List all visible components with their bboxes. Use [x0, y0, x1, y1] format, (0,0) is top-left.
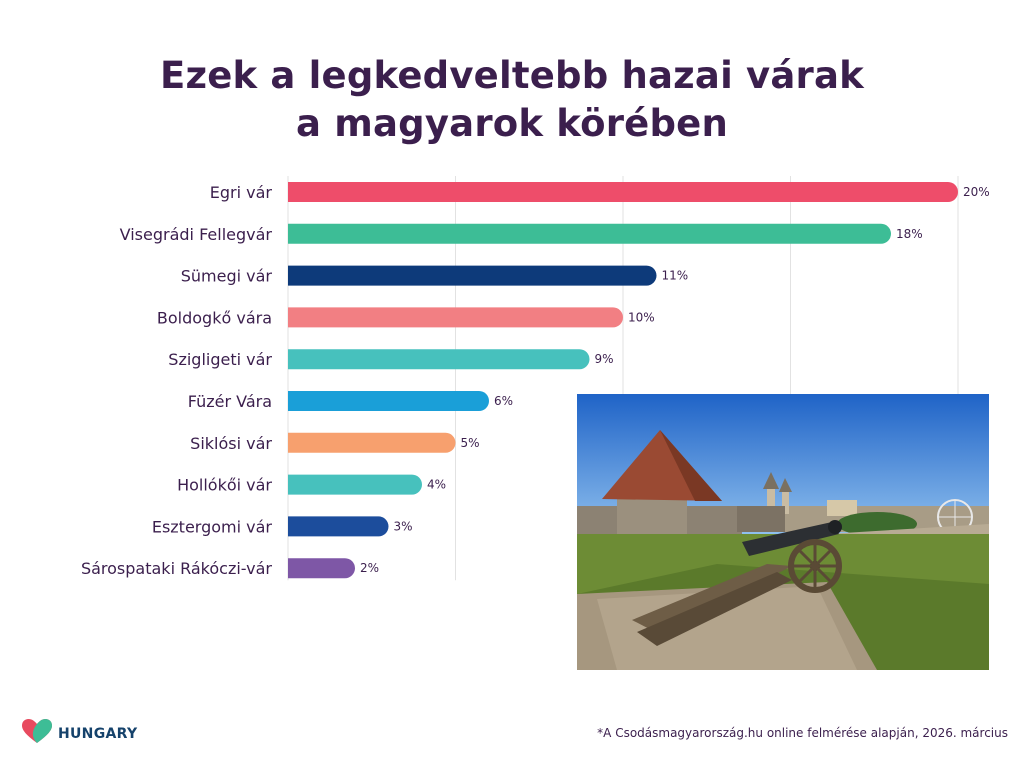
chart-title: Ezek a legkedveltebb hazai várak a magya… [0, 52, 1024, 148]
value-label: 5% [461, 436, 480, 450]
value-label: 4% [427, 478, 446, 492]
value-label: 11% [662, 269, 689, 283]
category-label: Siklósi vár [190, 434, 272, 453]
bar [288, 182, 958, 202]
bar [288, 432, 456, 453]
bar [288, 516, 389, 537]
category-label: Sárospataki Rákóczi-vár [81, 559, 272, 578]
category-label: Sümegi vár [181, 267, 273, 286]
bar [288, 307, 623, 328]
bar [288, 391, 489, 411]
bar [288, 349, 590, 370]
value-label: 9% [595, 352, 614, 366]
bar [288, 223, 891, 244]
value-label: 3% [394, 519, 413, 533]
bar [288, 558, 355, 579]
value-label: 18% [896, 227, 923, 241]
category-label: Füzér Vára [188, 392, 272, 411]
value-label: 20% [963, 185, 990, 199]
title-line-2: a magyarok körében [296, 102, 728, 145]
castle-photo [577, 394, 989, 670]
value-label: 10% [628, 310, 655, 324]
category-label: Visegrádi Fellegvár [120, 225, 273, 244]
source-footnote: *A Csodásmagyarország.hu online felmérés… [597, 726, 1008, 740]
bar [288, 474, 422, 495]
logo-text: HUNGARY [58, 726, 138, 742]
value-label: 6% [494, 394, 513, 408]
bar [288, 265, 657, 286]
category-label: Boldogkő vára [157, 308, 272, 327]
hungary-logo: HUNGARY [22, 718, 138, 750]
title-line-1: Ezek a legkedveltebb hazai várak [160, 54, 864, 97]
category-label: Egri vár [210, 183, 273, 202]
heart-icon [22, 718, 52, 750]
category-label: Esztergomi vár [152, 517, 273, 536]
value-label: 2% [360, 561, 379, 575]
category-label: Hollókői vár [177, 476, 272, 495]
category-label: Szigligeti vár [168, 350, 272, 369]
